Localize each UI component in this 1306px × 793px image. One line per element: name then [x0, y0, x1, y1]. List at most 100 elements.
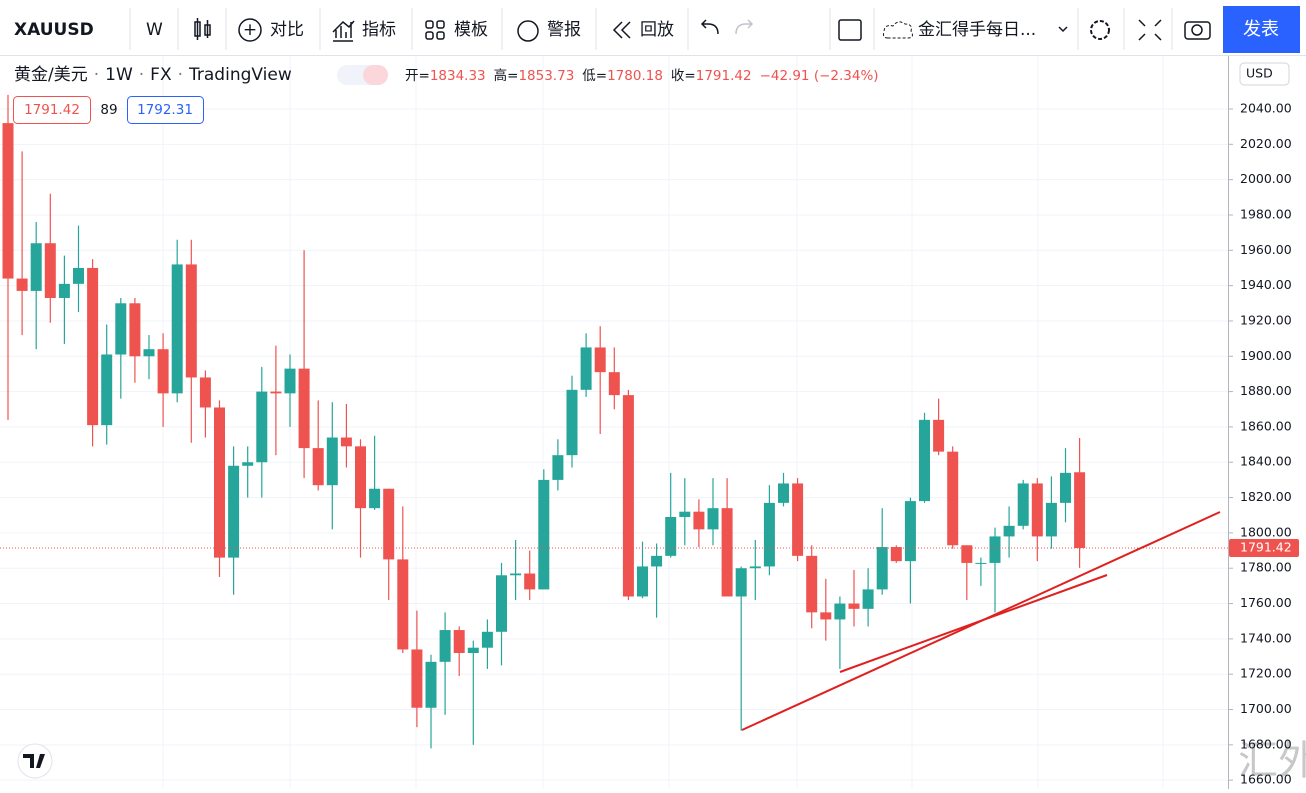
compare-icon[interactable]: [238, 18, 262, 42]
price-label-box: [1229, 539, 1299, 558]
candle-body: [566, 389, 578, 456]
candle-body: [284, 368, 296, 394]
candle-body: [637, 566, 648, 597]
indicators[interactable]: 指标: [362, 20, 396, 40]
y-tick-label: 1840.00: [1240, 454, 1292, 469]
candle-body: [496, 575, 507, 632]
fullscreen[interactable]: [1138, 19, 1162, 41]
y-tick-label: 1660.00: [1240, 772, 1292, 787]
compare[interactable]: 对比: [270, 20, 304, 40]
y-tick-label: 1680.00: [1240, 736, 1292, 751]
candle-body: [2, 123, 14, 279]
templates[interactable]: 模板: [454, 20, 488, 40]
candle-body: [340, 437, 352, 447]
currency[interactable]: USD: [1246, 66, 1273, 81]
symbol[interactable]: XAUUSD: [14, 20, 94, 40]
candle-body: [876, 547, 888, 590]
candle-body: [1074, 472, 1086, 549]
templates-icon[interactable]: [425, 20, 445, 40]
candle-body: [975, 562, 987, 564]
y-tick-label: 1940.00: [1240, 277, 1292, 292]
candle-body: [228, 465, 240, 558]
candle-body: [1017, 483, 1029, 526]
candle-body: [763, 502, 775, 567]
candle-body: [707, 508, 719, 530]
candle-body: [594, 347, 606, 373]
undo[interactable]: [700, 19, 719, 35]
y-tick-label: 1740.00: [1240, 630, 1292, 645]
candle-body: [524, 573, 536, 590]
candle-body: [947, 451, 959, 546]
y-tick-label: 2040.00: [1240, 100, 1292, 115]
candle-body: [820, 612, 832, 620]
candle-body: [622, 395, 634, 597]
candle-body: [904, 501, 916, 562]
candle-body: [806, 555, 818, 613]
replay-icon[interactable]: [612, 21, 631, 39]
candle-body: [298, 368, 310, 449]
layout-name[interactable]: 金汇得手每日...: [918, 20, 1036, 40]
candle-body: [552, 455, 564, 480]
candle-body: [721, 508, 733, 597]
legend-interval: 1W: [105, 65, 133, 85]
y-tick-label: 1880.00: [1240, 383, 1292, 398]
candle-body: [16, 278, 28, 291]
bid-box[interactable]: [13, 96, 91, 124]
candle-body: [58, 283, 70, 298]
legend-toggle-on[interactable]: [363, 65, 388, 85]
y-tick-label: 1980.00: [1240, 206, 1292, 221]
ask-price[interactable]: 1792.31: [137, 102, 193, 118]
candle-body: [693, 511, 705, 530]
y-tick-label: 1780.00: [1240, 560, 1292, 575]
candle-body: [199, 377, 211, 408]
candle-body: [242, 462, 254, 466]
candle-body: [157, 349, 169, 394]
candle-body: [383, 488, 395, 560]
legend-source: TradingView: [188, 65, 292, 85]
indicators-icon[interactable]: [332, 20, 355, 42]
alert[interactable]: 警报: [547, 20, 581, 40]
candle-body: [30, 243, 42, 291]
toolbar-separators: [129, 8, 1173, 50]
interval[interactable]: W: [146, 20, 163, 40]
tv-logo: [17, 743, 53, 779]
candle-body: [679, 511, 691, 517]
fullscreen-toggle[interactable]: [838, 19, 862, 41]
y-tick-label: 1700.00: [1240, 701, 1292, 716]
trend-line[interactable]: [839, 574, 1108, 673]
ask-box[interactable]: [127, 96, 204, 124]
currency-button[interactable]: [1239, 62, 1290, 86]
price-label: 1791.42: [1240, 540, 1292, 555]
candle-body: [44, 243, 56, 298]
alert-icon[interactable]: [517, 20, 539, 42]
spread: 89: [100, 102, 117, 118]
candle-type-icon[interactable]: [194, 18, 211, 40]
candle-body: [848, 603, 860, 609]
candle-body: [510, 573, 522, 576]
candle-body: [538, 479, 550, 590]
snapshot[interactable]: [1184, 21, 1211, 40]
y-tick-label: 2000.00: [1240, 171, 1292, 186]
candle-body: [101, 354, 113, 426]
candle-body: [256, 391, 268, 463]
redo[interactable]: [735, 19, 754, 35]
replay[interactable]: 回放: [640, 20, 674, 40]
candle-body: [73, 267, 84, 284]
candle-body: [919, 419, 930, 502]
y-tick-label: 1720.00: [1240, 666, 1292, 681]
publish[interactable]: 发表: [1243, 19, 1279, 40]
candle-body: [580, 347, 592, 390]
candle-body: [792, 483, 804, 556]
candle-body: [961, 545, 973, 563]
legend-title: 黄金/美元 · 1W · FX · TradingView: [14, 65, 292, 85]
candle-body: [481, 631, 493, 648]
snapshot-lens: [1191, 24, 1203, 36]
bid-price[interactable]: 1791.42: [24, 102, 80, 118]
layout-dropdown[interactable]: [1058, 26, 1068, 33]
settings[interactable]: [1090, 20, 1110, 40]
candle-body: [115, 303, 127, 355]
publish-button[interactable]: [1223, 6, 1300, 53]
candle-body: [87, 267, 99, 426]
candle-body: [171, 264, 183, 394]
y-tick-label: 1960.00: [1240, 242, 1292, 257]
